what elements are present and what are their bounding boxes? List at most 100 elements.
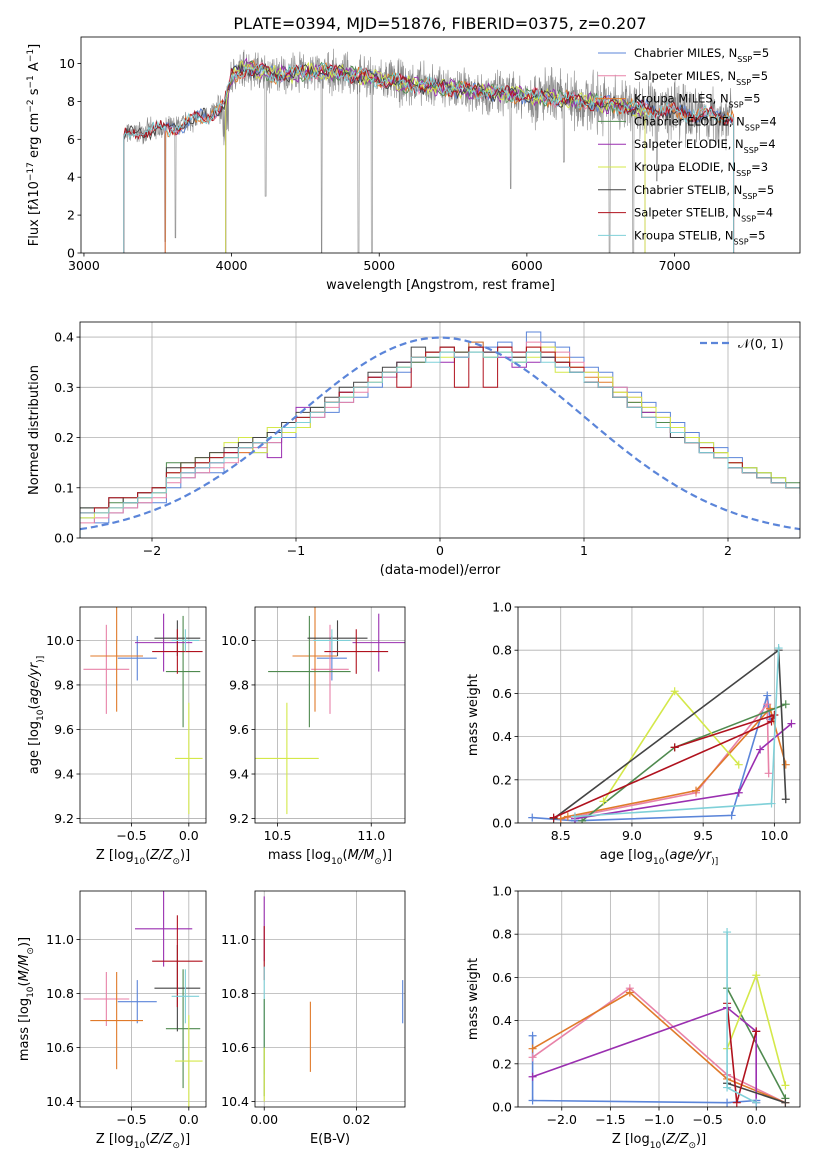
y-tick-label: 10.8 bbox=[46, 986, 74, 1001]
x-tick-label: −1.0 bbox=[644, 1112, 674, 1127]
weight-marker bbox=[723, 928, 732, 937]
y-tick-label: 0.0 bbox=[54, 531, 74, 546]
legend-entry: Kroupa MILES, NSSP=5 bbox=[634, 92, 760, 110]
weight-marker bbox=[670, 687, 679, 696]
weight-marker bbox=[723, 1098, 732, 1107]
x-axis-label: age [log10(age/yr)] bbox=[600, 848, 718, 867]
y-tick-label: 0.6 bbox=[492, 686, 512, 701]
x-tick-label: −0.5 bbox=[692, 1112, 722, 1127]
x-tick-label: −1 bbox=[287, 543, 305, 558]
plot-area-mass-age bbox=[255, 607, 405, 823]
x-tick-label: 0.00 bbox=[250, 1112, 278, 1127]
plot-area-ebv-mass bbox=[255, 891, 405, 1107]
weight-marker bbox=[528, 1053, 537, 1062]
legend-entry: 𝒩(0, 1) bbox=[738, 336, 784, 351]
weight-line-salpeter-elodie bbox=[532, 1006, 757, 1103]
weight-marker bbox=[528, 813, 537, 822]
x-tick-label: 6000 bbox=[511, 258, 543, 273]
y-tick-label: 0.2 bbox=[492, 1056, 512, 1071]
weight-marker bbox=[774, 644, 783, 653]
y-tick-label: 9.8 bbox=[54, 677, 74, 692]
weight-marker bbox=[563, 812, 572, 821]
histogram-kroupa-stelib bbox=[80, 351, 800, 538]
x-tick-label: 0.0 bbox=[746, 1112, 766, 1127]
weight-marker bbox=[781, 1098, 790, 1107]
x-axis-label: Z [log10(Z/Z⊙)] bbox=[96, 848, 190, 867]
weight-marker bbox=[570, 812, 579, 821]
weight-marker bbox=[670, 743, 679, 752]
axes-frame bbox=[517, 606, 801, 824]
y-tick-label: 10.8 bbox=[221, 986, 249, 1001]
y-tick-label: 11.0 bbox=[46, 932, 74, 947]
x-tick-label: 1 bbox=[580, 543, 588, 558]
x-tick-label: −0.5 bbox=[116, 828, 146, 843]
y-tick-label: 0.4 bbox=[54, 330, 74, 345]
y-tick-label: 10.4 bbox=[221, 1094, 249, 1109]
x-tick-label: 10.5 bbox=[264, 828, 292, 843]
weight-line-chabrier-stelib bbox=[726, 1082, 786, 1104]
weight-marker bbox=[556, 814, 565, 823]
x-tick-label: 11.0 bbox=[357, 828, 385, 843]
y-tick-label: 10.0 bbox=[221, 633, 249, 648]
x-axis-label: (data-model)/error bbox=[380, 563, 501, 578]
weight-marker bbox=[599, 797, 608, 806]
weight-marker bbox=[732, 1098, 741, 1107]
weight-line-kroupa-elodie bbox=[602, 689, 740, 802]
x-tick-label: 0.0 bbox=[179, 828, 199, 843]
y-tick-label: 1.0 bbox=[492, 600, 512, 615]
y-tick-label: 0.4 bbox=[492, 729, 512, 744]
weight-marker bbox=[727, 811, 736, 820]
y-tick-label: 0.0 bbox=[492, 1100, 512, 1115]
weight-marker bbox=[767, 717, 776, 726]
x-tick-label: 8.5 bbox=[551, 828, 571, 843]
y-tick-label: 10.0 bbox=[46, 633, 74, 648]
y-tick-label: 9.6 bbox=[54, 722, 74, 737]
legend-entry: Chabrier ELODIE, NSSP=4 bbox=[634, 114, 777, 131]
legend-entry: Chabrier STELIB, NSSP=5 bbox=[634, 183, 774, 201]
x-tick-label: 0 bbox=[436, 543, 444, 558]
y-tick-label: 10.6 bbox=[221, 1040, 249, 1055]
x-tick-label: 4000 bbox=[216, 258, 248, 273]
x-axis-label: wavelength [Angstrom, rest frame] bbox=[326, 278, 555, 293]
y-tick-label: 1.0 bbox=[492, 884, 512, 899]
x-tick-label: 2 bbox=[724, 543, 732, 558]
weight-marker bbox=[734, 788, 743, 797]
y-tick-label: 11.0 bbox=[221, 932, 249, 947]
weight-marker bbox=[781, 700, 790, 709]
y-tick-label: 0.2 bbox=[492, 772, 512, 787]
weight-marker bbox=[528, 1044, 537, 1053]
weight-line-kroupa-miles bbox=[560, 706, 787, 820]
y-tick-label: 4 bbox=[67, 170, 75, 185]
x-tick-label: 3000 bbox=[68, 258, 100, 273]
y-tick-label: 2 bbox=[67, 208, 75, 223]
plot-area-age-weight bbox=[518, 607, 800, 823]
y-tick-label: 8 bbox=[67, 94, 75, 109]
histogram-chabrier-elodie bbox=[80, 351, 800, 538]
x-tick-label: 10.0 bbox=[760, 828, 788, 843]
y-tick-label: 10.6 bbox=[46, 1040, 74, 1055]
y-axis-label: Normed distribution bbox=[27, 365, 42, 495]
weight-marker bbox=[723, 1083, 732, 1092]
y-axis-label: mass weight bbox=[466, 958, 481, 1040]
weight-marker bbox=[756, 745, 765, 754]
axes-frame bbox=[79, 606, 207, 824]
y-tick-label: 0.1 bbox=[54, 480, 74, 495]
y-axis-label: Flux [fλ10−17 erg cm−2 s−1 A−1] bbox=[26, 44, 42, 246]
axes-frame bbox=[254, 606, 406, 824]
y-tick-label: 9.4 bbox=[229, 767, 249, 782]
y-tick-label: 9.6 bbox=[229, 722, 249, 737]
weight-marker bbox=[752, 1098, 761, 1107]
x-axis-label: Z [log10(Z/Z⊙)] bbox=[612, 1132, 706, 1151]
x-tick-label: 9.0 bbox=[622, 828, 642, 843]
histogram-chabrier-miles bbox=[80, 331, 800, 538]
x-tick-label: −2 bbox=[143, 543, 161, 558]
y-tick-label: 9.8 bbox=[229, 677, 249, 692]
y-tick-label: 10.4 bbox=[46, 1094, 74, 1109]
plot-area-z-mass bbox=[80, 891, 206, 1107]
plot-area-spectrum bbox=[123, 48, 735, 253]
y-tick-label: 0.8 bbox=[492, 643, 512, 658]
weight-marker bbox=[781, 1081, 790, 1090]
x-tick-label: −1.5 bbox=[595, 1112, 625, 1127]
normal-curve bbox=[80, 336, 800, 531]
model-spectrum-salpeter-elodie bbox=[225, 57, 646, 253]
